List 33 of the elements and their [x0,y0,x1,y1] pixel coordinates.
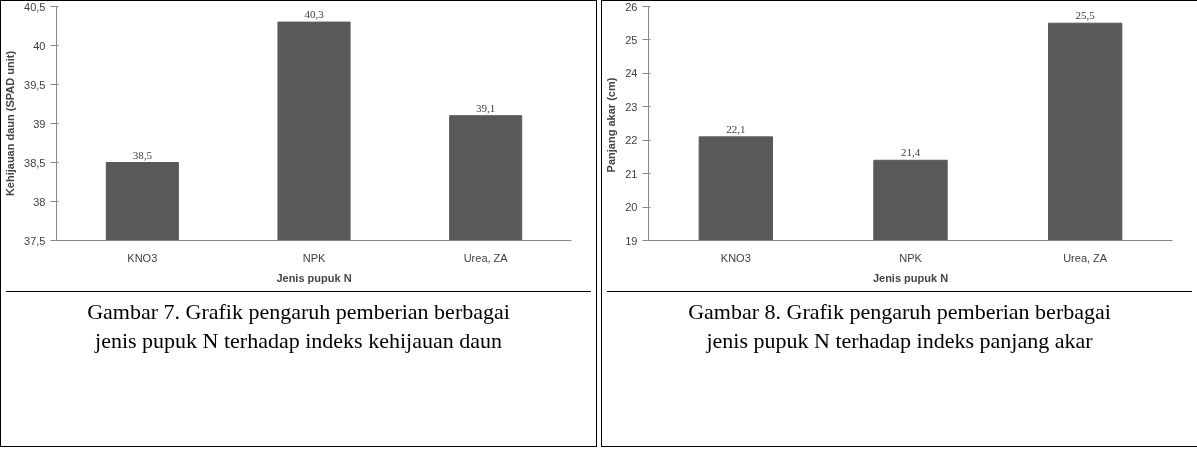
x-tick-label: NPK [899,251,923,264]
x-tick-label: KNO3 [720,251,751,264]
y-axis-title: Kehijauan daun (SPAD unit) [4,50,17,197]
data-label: 40,3 [304,8,325,21]
x-tick-label: KNO3 [127,251,158,264]
x-axis-title: Jenis pupuk N [276,271,352,284]
y-tick-label: 22 [625,134,638,147]
x-tick-label: Urea, ZA [463,251,509,264]
y-tick-label: 20 [625,201,638,214]
y-tick-label: 24 [625,67,638,80]
y-tick-label: 38 [33,195,46,208]
text: Gambar 8. Grafik pengaruh pemberian berbagai jenis pupuk N terhadap indeks panjang akar [687,298,1112,355]
y-axis-title: Panjang akar (cm) [605,77,618,173]
y-tick-label: 39,5 [24,78,46,91]
text: Gambar 7. Grafik pengaruh pemberian berbagai jenis pupuk N terhadap indeks kehijauan daun [86,298,511,355]
data-label: 22,1 [726,122,746,135]
data-label: 25,5 [1075,9,1096,22]
data-label: 21,4 [900,146,921,159]
x-tick-label: NPK [302,251,326,264]
y-tick-label: 37,5 [24,234,46,247]
data-label: 38,5 [132,148,153,161]
y-tick-label: 23 [625,100,638,113]
y-tick-label: 25 [625,33,638,46]
y-tick-label: 39 [33,117,46,130]
y-tick-label: 40,5 [24,0,46,13]
x-axis-title: Jenis pupuk N [872,271,949,284]
y-tick-label: 19 [625,234,638,247]
y-tick-label: 26 [625,0,638,13]
data-label: 39,1 [476,101,496,114]
x-tick-label: Urea, ZA [1063,251,1108,264]
y-tick-label: 38,5 [24,156,46,169]
y-tick-label: 21 [625,167,638,180]
y-tick-label: 40 [33,39,46,52]
